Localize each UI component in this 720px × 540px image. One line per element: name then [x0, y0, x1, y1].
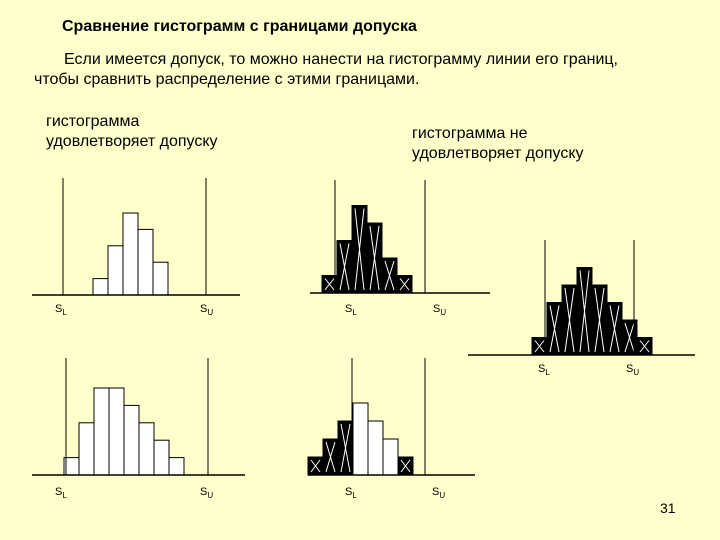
histogram-bar [152, 261, 169, 296]
histogram-bar [78, 422, 95, 476]
intro-line-1: Если имеется допуск, то можно нанести на… [64, 51, 618, 68]
label-within-tolerance-line-1: гистограмма [46, 113, 140, 130]
lower-limit-label: SL [345, 486, 357, 500]
upper-limit-label: SU [432, 486, 445, 500]
histogram-5 [468, 240, 695, 356]
histogram-bar [107, 245, 124, 296]
defect-mark [399, 278, 410, 291]
histogram-4 [307, 358, 475, 476]
slide-title: Сравнение гистограмм с границами допуска [62, 18, 417, 35]
histogram-3 [32, 358, 245, 476]
histogram-bar [137, 228, 154, 296]
defect-mark [579, 270, 590, 353]
histogram-bar [122, 212, 139, 296]
defect-mark [400, 459, 411, 473]
intro-line-2: чтобы сравнить распределение с этими гра… [34, 71, 420, 88]
histogram-1 [32, 178, 240, 296]
defect-mark [594, 287, 605, 353]
defect-mark [624, 322, 635, 353]
lower-limit-label: SL [538, 363, 550, 377]
defect-mark [609, 305, 620, 353]
defect-mark [534, 340, 545, 353]
defect-mark [339, 243, 350, 291]
defect-mark [325, 441, 336, 473]
defect-mark [639, 340, 650, 353]
defect-mark [310, 459, 321, 473]
defect-mark [564, 287, 575, 353]
defect-mark [369, 225, 380, 291]
page-number: 31 [660, 500, 676, 516]
lower-limit-label: SL [55, 486, 67, 500]
histogram-bar [123, 404, 140, 476]
histogram-2 [310, 180, 490, 294]
histogram-bar [93, 387, 110, 476]
label-within-tolerance-line-2: удовлетворяет допуску [46, 133, 218, 150]
histogram-bar [92, 278, 109, 296]
defect-mark [340, 423, 351, 473]
histogram-bar [153, 439, 170, 476]
defect-mark [324, 278, 335, 291]
upper-limit-label: SU [200, 303, 213, 317]
histogram-bar [108, 387, 125, 476]
upper-limit-label: SU [433, 303, 446, 317]
histogram-bar [168, 457, 185, 476]
label-within-tolerance: гистограмма удовлетворяет допуску [46, 112, 218, 152]
defect-mark [384, 260, 395, 291]
lower-limit-label: SL [345, 303, 357, 317]
upper-limit-label: SU [626, 363, 639, 377]
histogram-bar [382, 438, 399, 476]
upper-limit-label: SU [200, 486, 213, 500]
label-out-of-tolerance-line-2: удовлетворяет допуску [412, 145, 584, 162]
label-out-of-tolerance-line-1: гистограмма не [412, 125, 528, 142]
lower-limit-label: SL [55, 303, 67, 317]
histogram-bar [367, 420, 384, 476]
intro-text: Если имеется допуск, то можно нанести на… [34, 50, 704, 90]
defect-mark [354, 208, 365, 291]
histogram-bar [138, 422, 155, 476]
histogram-bar [352, 402, 369, 476]
label-out-of-tolerance: гистограмма не удовлетворяет допуску [412, 124, 584, 164]
defect-mark [549, 305, 560, 353]
